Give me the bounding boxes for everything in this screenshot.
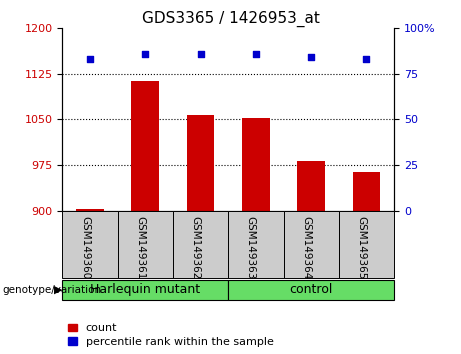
Bar (131, 81, 159, 211)
Bar (187, 115, 214, 211)
Point (197, 51, 204, 57)
Text: GSM149360: GSM149360 (80, 216, 90, 279)
Text: ▶: ▶ (54, 285, 62, 295)
Bar (242, 118, 270, 211)
Text: GDS3365 / 1426953_at: GDS3365 / 1426953_at (142, 11, 319, 27)
Point (307, 55, 315, 60)
Point (252, 51, 260, 57)
Text: GSM149362: GSM149362 (190, 216, 201, 279)
Bar (339, 211, 394, 278)
Bar (173, 211, 228, 278)
Text: GSM149365: GSM149365 (356, 216, 366, 279)
Bar (353, 172, 380, 211)
Point (86, 57, 94, 62)
Text: GSM149363: GSM149363 (246, 216, 256, 279)
Bar (76, 209, 104, 211)
Bar (228, 211, 284, 278)
Bar (297, 161, 325, 211)
Bar (62, 211, 118, 278)
Bar (284, 211, 339, 278)
Text: control: control (290, 284, 333, 296)
Bar (228, 280, 394, 300)
Bar (62, 280, 228, 300)
Text: genotype/variation: genotype/variation (2, 285, 101, 295)
Legend: count, percentile rank within the sample: count, percentile rank within the sample (68, 323, 273, 347)
Point (363, 57, 370, 62)
Text: Harlequin mutant: Harlequin mutant (90, 284, 200, 296)
Point (142, 51, 149, 57)
Text: GSM149364: GSM149364 (301, 216, 311, 279)
Bar (118, 211, 173, 278)
Text: GSM149361: GSM149361 (135, 216, 145, 279)
